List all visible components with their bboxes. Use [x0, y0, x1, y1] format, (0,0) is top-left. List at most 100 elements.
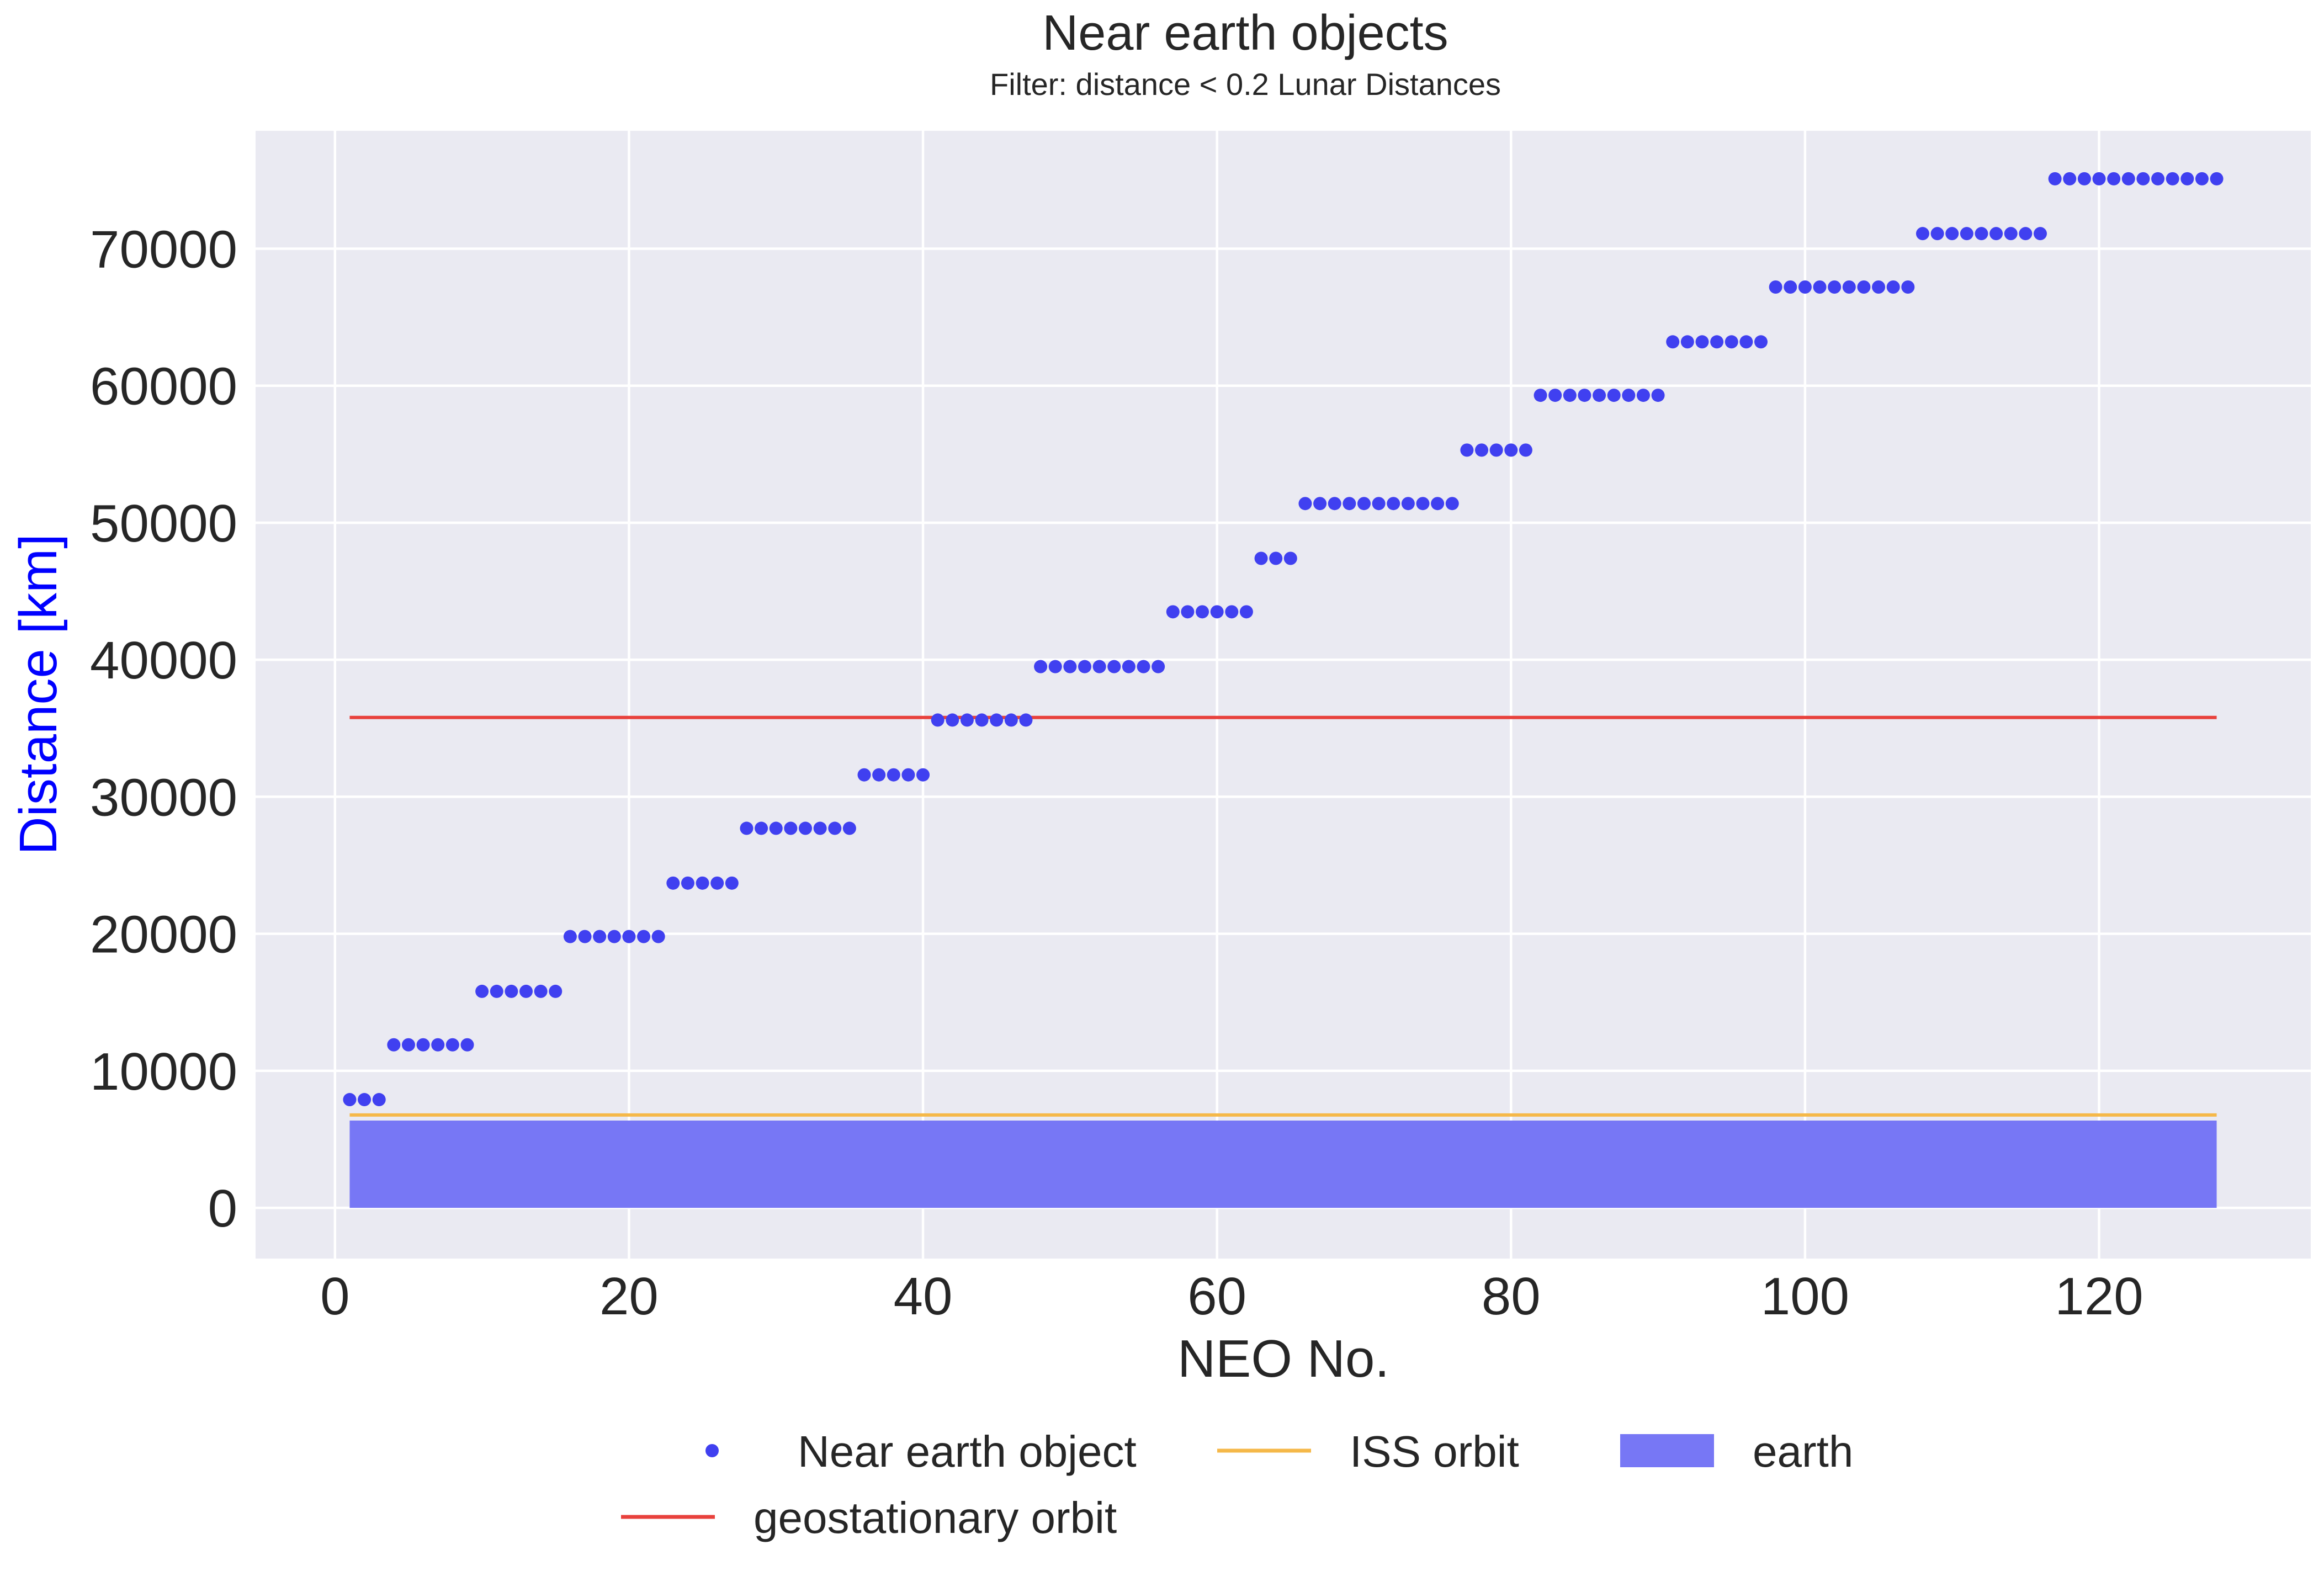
neo-point	[1563, 389, 1577, 402]
neo-point	[1739, 335, 1753, 348]
neo-point	[2078, 172, 2091, 185]
x-tick-label: 60	[1187, 1267, 1246, 1326]
neo-point	[505, 985, 518, 998]
neo-point	[1063, 660, 1076, 673]
neo-point	[1387, 497, 1400, 510]
neo-point	[2151, 172, 2164, 185]
legend-label: Near earth object	[798, 1427, 1137, 1476]
neo-point	[725, 877, 739, 890]
neo-point	[2166, 172, 2179, 185]
neo-point	[1916, 227, 1929, 240]
neo-point	[1828, 280, 1841, 294]
y-tick-label: 30000	[90, 768, 237, 827]
chart-title: Near earth objects	[1042, 6, 1448, 61]
neo-point	[681, 877, 694, 890]
neo-point	[2122, 172, 2135, 185]
neo-point	[2180, 172, 2194, 185]
neo-point	[1607, 389, 1621, 402]
neo-point	[1019, 713, 1032, 726]
neo-point	[2210, 172, 2224, 185]
neo-point	[1652, 389, 1665, 402]
neo-point	[1666, 335, 1679, 348]
neo-point	[1857, 280, 1870, 294]
neo-point	[1269, 552, 1282, 565]
neo-point	[446, 1038, 459, 1052]
neo-point	[1049, 660, 1062, 673]
neo-point	[1122, 660, 1136, 673]
neo-point	[710, 877, 724, 890]
neo-point	[1975, 227, 1988, 240]
y-tick-label: 50000	[90, 494, 237, 553]
neo-point	[1211, 605, 1224, 618]
neo-point	[608, 930, 621, 943]
neo-point	[1534, 389, 1547, 402]
neo-point	[975, 713, 989, 726]
legend-label: ISS orbit	[1350, 1427, 1519, 1476]
y-tick-labels: 010000200003000040000500006000070000	[90, 220, 237, 1238]
neo-point	[387, 1038, 400, 1052]
legend-label: earth	[1753, 1427, 1853, 1476]
neo-point	[460, 1038, 474, 1052]
neo-point	[1005, 713, 1018, 726]
neo-point	[637, 930, 650, 943]
neo-point	[1137, 660, 1150, 673]
neo-point	[1637, 389, 1650, 402]
y-tick-label: 60000	[90, 357, 237, 416]
neo-point	[1460, 443, 1473, 457]
legend: Near earth object ISS orbit earthgeostatio…	[621, 1427, 1853, 1542]
neo-point	[1504, 443, 1518, 457]
neo-point	[490, 985, 503, 998]
neo-point	[2063, 172, 2076, 185]
neo-point	[1622, 389, 1635, 402]
earth-rect	[349, 1121, 2216, 1208]
neo-point	[2136, 172, 2150, 185]
neo-point	[1945, 227, 1959, 240]
neo-point	[1402, 497, 1415, 510]
plot-background	[256, 131, 2311, 1259]
neo-point	[2107, 172, 2120, 185]
neo-point	[1593, 389, 1606, 402]
neo-point	[417, 1038, 430, 1052]
neo-point	[1901, 280, 1914, 294]
neo-point	[2004, 227, 2018, 240]
x-tick-labels: 0 20 40 60 80 100 120	[320, 1267, 2143, 1326]
neo-point	[1798, 280, 1812, 294]
neo-point	[358, 1093, 371, 1106]
neo-point	[1343, 497, 1356, 510]
neo-point	[549, 985, 562, 998]
neo-point	[1813, 280, 1827, 294]
neo-point	[1681, 335, 1694, 348]
neo-point	[373, 1093, 386, 1106]
neo-point	[1078, 660, 1091, 673]
neo-point	[1519, 443, 1532, 457]
x-tick-label: 40	[894, 1267, 953, 1326]
neo-point	[858, 768, 871, 782]
neo-point	[946, 713, 959, 726]
x-tick-label: 0	[320, 1267, 349, 1326]
neo-point	[1754, 335, 1768, 348]
y-axis-label: Distance [km]	[9, 534, 68, 855]
neo-point	[1887, 280, 1900, 294]
neo-point	[1446, 497, 1459, 510]
neo-point	[1166, 605, 1180, 618]
x-tick-label: 120	[2055, 1267, 2143, 1326]
neo-point	[402, 1038, 415, 1052]
neo-point	[593, 930, 606, 943]
neo-point	[475, 985, 489, 998]
neo-point	[990, 713, 1003, 726]
neo-point	[1431, 497, 1444, 510]
neo-point	[1475, 443, 1488, 457]
neo-point	[872, 768, 885, 782]
neo-point	[696, 877, 709, 890]
neo-point	[1872, 280, 1885, 294]
x-tick-label: 100	[1761, 1267, 1849, 1326]
neo-point	[755, 822, 768, 835]
neo-point	[901, 768, 915, 782]
neo-point	[784, 822, 797, 835]
neo-point	[534, 985, 548, 998]
neo-point	[431, 1038, 444, 1052]
neo-point	[2034, 227, 2047, 240]
neo-point	[564, 930, 577, 943]
neo-point	[2195, 172, 2209, 185]
